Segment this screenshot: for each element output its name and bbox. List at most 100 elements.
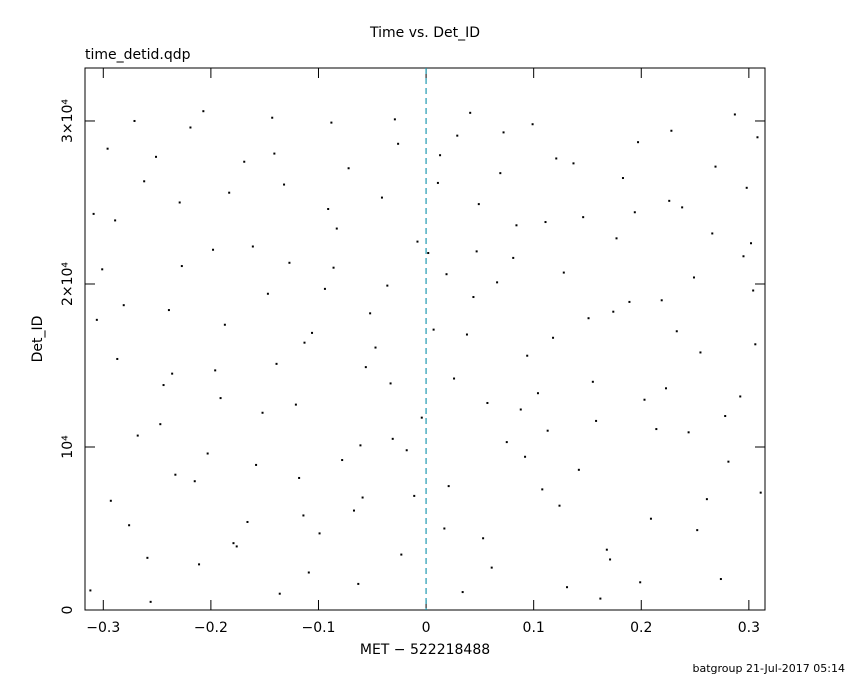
point — [327, 208, 330, 211]
point — [469, 111, 472, 114]
point — [512, 256, 515, 259]
point — [212, 248, 215, 251]
footer: batgroup 21-Jul-2017 05:14 — [693, 662, 846, 675]
point — [359, 444, 362, 447]
point — [206, 452, 209, 455]
x-axis-label: MET − 522218488 — [360, 642, 490, 658]
point — [133, 119, 136, 122]
point — [116, 357, 119, 360]
point — [275, 362, 278, 365]
point — [389, 382, 392, 385]
point — [246, 520, 249, 523]
point — [639, 581, 642, 584]
point — [261, 411, 264, 414]
point — [143, 180, 146, 183]
point — [255, 463, 258, 466]
point — [633, 211, 636, 214]
point — [380, 196, 383, 199]
point — [341, 459, 344, 462]
point — [114, 219, 117, 222]
point — [232, 542, 235, 545]
point — [665, 387, 668, 390]
point — [675, 330, 678, 333]
point — [482, 537, 485, 540]
point — [219, 397, 222, 400]
point — [562, 271, 565, 274]
point — [660, 299, 663, 302]
point — [733, 113, 736, 116]
point — [106, 147, 109, 150]
point — [587, 317, 590, 320]
point — [643, 398, 646, 401]
point — [727, 460, 730, 463]
y-tick-label: 2×10⁴ — [60, 262, 76, 306]
point — [347, 167, 350, 170]
point — [302, 514, 305, 517]
point — [136, 434, 139, 437]
point — [427, 252, 430, 255]
point — [595, 419, 598, 422]
point — [615, 237, 618, 240]
y-tick-label: 10⁴ — [60, 435, 76, 459]
point — [681, 206, 684, 209]
point — [149, 600, 152, 603]
point — [235, 545, 238, 548]
point — [526, 354, 529, 357]
point — [714, 165, 717, 168]
point — [146, 556, 149, 559]
point — [637, 141, 640, 144]
point — [420, 416, 423, 419]
point — [475, 250, 478, 253]
point — [621, 177, 624, 180]
point — [413, 494, 416, 497]
point — [752, 289, 755, 292]
point — [628, 300, 631, 303]
point — [109, 499, 112, 502]
point — [496, 281, 499, 284]
point — [416, 240, 419, 243]
chart-title: Time vs. Det_ID — [369, 25, 480, 41]
point — [750, 242, 753, 245]
point — [544, 221, 547, 224]
point — [445, 273, 448, 276]
point — [294, 403, 297, 406]
point — [759, 491, 762, 494]
point — [572, 162, 575, 165]
point — [436, 181, 439, 184]
point — [311, 331, 314, 334]
point — [228, 191, 231, 194]
point — [273, 152, 276, 155]
point — [174, 473, 177, 476]
point — [432, 328, 435, 331]
point — [477, 203, 480, 206]
point — [400, 553, 403, 556]
point — [243, 160, 246, 163]
point — [162, 384, 165, 387]
point — [745, 186, 748, 189]
point — [443, 527, 446, 530]
point — [577, 468, 580, 471]
point — [461, 591, 464, 594]
point — [687, 431, 690, 434]
point — [541, 488, 544, 491]
y-tick-label: 3×10⁴ — [60, 99, 76, 143]
point — [374, 346, 377, 349]
point — [283, 183, 286, 186]
point — [352, 509, 355, 512]
point — [566, 586, 569, 589]
point — [558, 504, 561, 507]
point — [649, 517, 652, 520]
point — [456, 134, 459, 137]
y-axis-label: Det_ID — [30, 316, 46, 363]
point — [318, 532, 321, 535]
point — [101, 268, 104, 271]
point — [298, 476, 301, 479]
chart-subtitle: time_detid.qdp — [85, 47, 191, 63]
point — [361, 496, 364, 499]
point — [92, 212, 95, 215]
point — [386, 284, 389, 287]
point — [696, 529, 699, 532]
point — [655, 428, 658, 431]
point — [670, 129, 673, 132]
